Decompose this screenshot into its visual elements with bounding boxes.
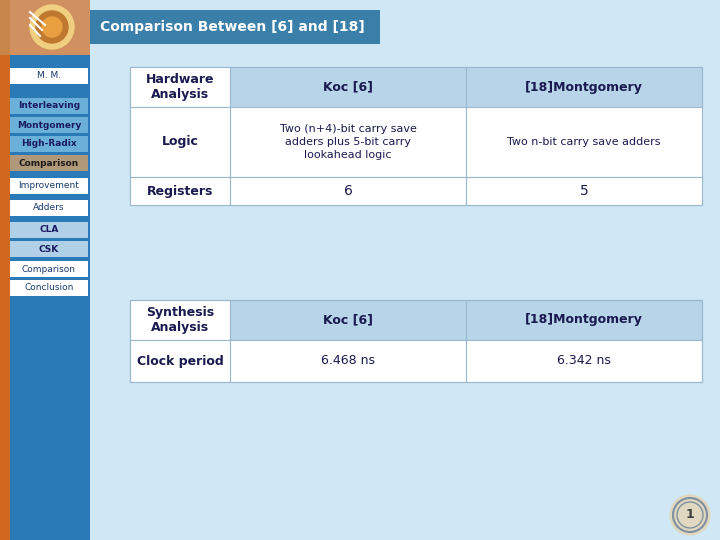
Text: Interleaving: Interleaving	[18, 102, 80, 111]
Bar	[10, 98, 88, 114]
Text: Comparison: Comparison	[19, 159, 79, 167]
Circle shape	[36, 11, 68, 43]
Bar	[130, 67, 230, 107]
Bar	[10, 117, 88, 133]
Bar	[10, 0, 90, 55]
Bar	[0, 0, 10, 540]
Text: Logic: Logic	[161, 136, 199, 148]
Text: 5: 5	[580, 184, 588, 198]
Bar	[10, 241, 88, 257]
Bar	[0, 0, 90, 540]
Bar	[90, 10, 380, 44]
Text: Koc [6]: Koc [6]	[323, 80, 373, 93]
Text: Hardware
Analysis: Hardware Analysis	[145, 73, 215, 101]
Bar	[10, 261, 88, 277]
Bar	[0, 0, 90, 55]
Bar	[466, 67, 702, 107]
Bar	[10, 200, 88, 216]
Text: Synthesis
Analysis: Synthesis Analysis	[146, 306, 214, 334]
Bar	[230, 340, 466, 382]
Bar	[130, 300, 702, 382]
Circle shape	[42, 17, 62, 37]
Text: CLA: CLA	[40, 226, 59, 234]
Bar	[130, 107, 230, 177]
Bar	[10, 178, 88, 194]
Bar	[230, 300, 466, 340]
Text: Two n-bit carry save adders: Two n-bit carry save adders	[508, 137, 661, 147]
Text: Koc [6]: Koc [6]	[323, 314, 373, 327]
Text: M. M.: M. M.	[37, 71, 61, 80]
Text: [18]Montgomery: [18]Montgomery	[525, 80, 643, 93]
Bar	[230, 67, 466, 107]
Text: Conclusion: Conclusion	[24, 284, 73, 293]
Text: 6: 6	[343, 184, 352, 198]
Bar	[466, 177, 702, 205]
Circle shape	[30, 5, 74, 49]
Circle shape	[670, 495, 710, 535]
Text: [18]Montgomery: [18]Montgomery	[525, 314, 643, 327]
Text: Comparison Between [6] and [18]: Comparison Between [6] and [18]	[100, 20, 365, 34]
Bar	[10, 222, 88, 238]
Text: 6.342 ns: 6.342 ns	[557, 354, 611, 368]
Text: CSK: CSK	[39, 245, 59, 253]
Text: Adders: Adders	[33, 204, 65, 213]
Text: 1: 1	[685, 509, 694, 522]
Bar	[130, 340, 230, 382]
Bar	[10, 68, 88, 84]
Text: High-Radix: High-Radix	[21, 139, 77, 148]
Bar	[130, 67, 702, 205]
Bar	[230, 107, 466, 177]
Bar	[466, 107, 702, 177]
Text: Comparison: Comparison	[22, 265, 76, 273]
Bar	[466, 300, 702, 340]
Bar	[466, 340, 702, 382]
Text: Improvement: Improvement	[19, 181, 79, 191]
Text: 6.468 ns: 6.468 ns	[321, 354, 375, 368]
Text: Clock period: Clock period	[137, 354, 223, 368]
Text: Montgomery: Montgomery	[17, 120, 81, 130]
Bar	[10, 136, 88, 152]
Bar	[130, 300, 230, 340]
Bar	[130, 177, 230, 205]
Text: Two (n+4)-bit carry save
adders plus 5-bit carry
lookahead logic: Two (n+4)-bit carry save adders plus 5-b…	[279, 124, 416, 160]
Bar	[10, 280, 88, 296]
Text: Registers: Registers	[147, 185, 213, 198]
Bar	[10, 155, 88, 171]
Bar	[230, 177, 466, 205]
